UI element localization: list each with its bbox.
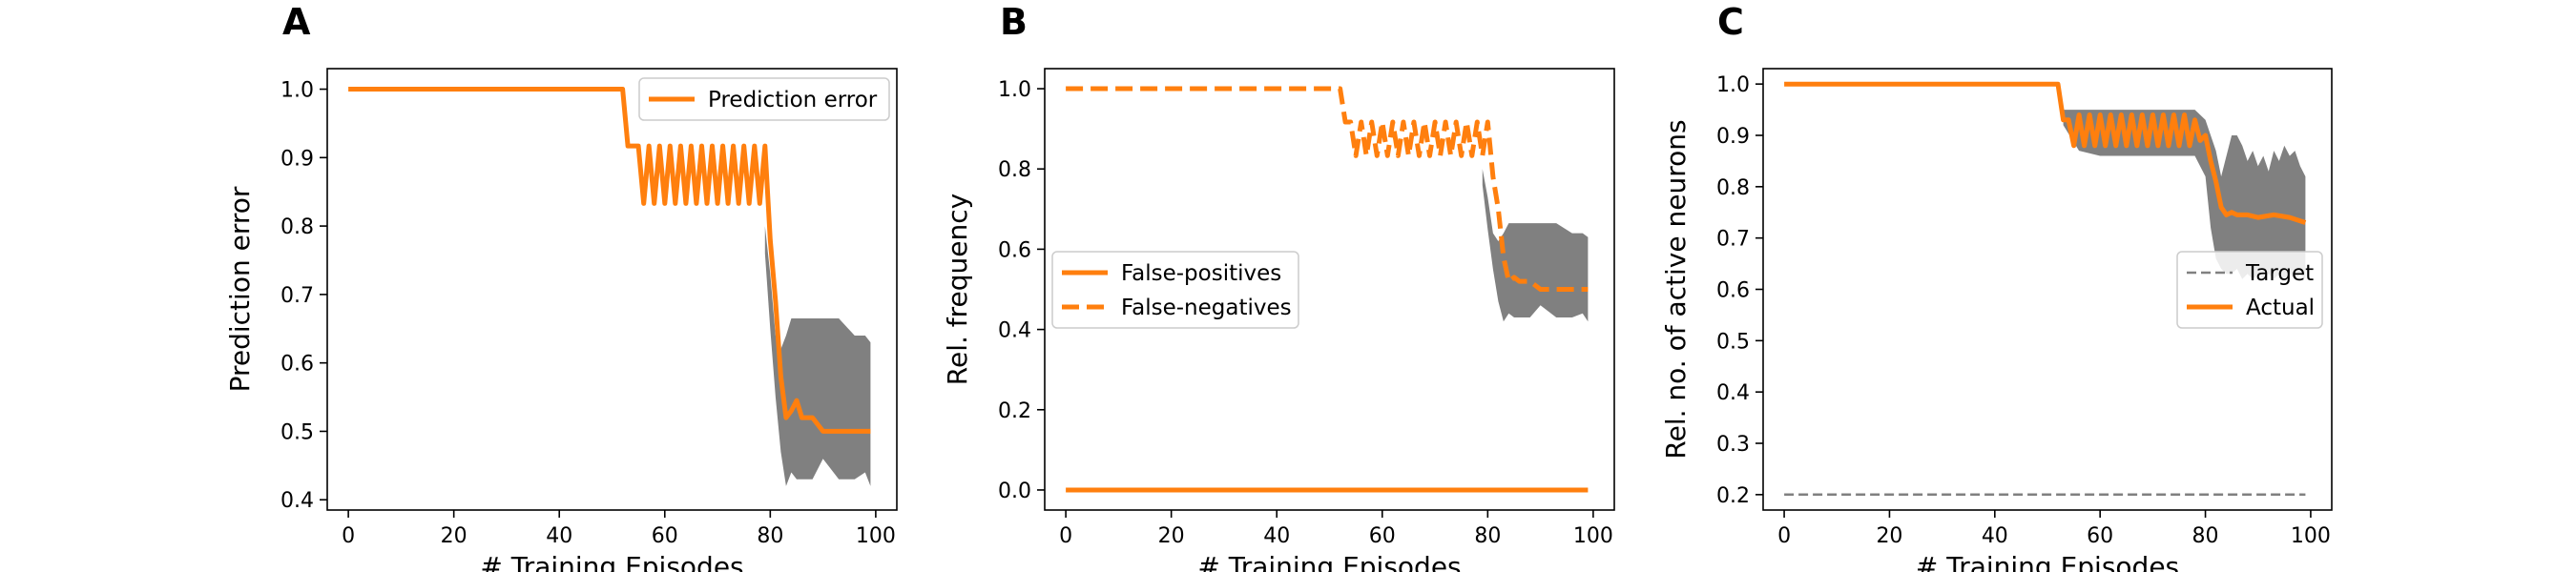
y-tick-label: 1.0 bbox=[998, 78, 1031, 102]
legend-label: False-positives bbox=[1121, 261, 1281, 286]
axes-frame bbox=[1044, 68, 1615, 511]
x-tick-label: 20 bbox=[1876, 524, 1902, 548]
x-tick-label: 80 bbox=[757, 524, 783, 548]
legend-box bbox=[1051, 251, 1299, 329]
y-tick-label: 0.9 bbox=[1716, 125, 1750, 149]
panel-b: B 0 20 40 60 80 100 0.0 0.2 0.4 0.6 0.8 1.0 # Traini… bbox=[942, 1, 1615, 572]
panel-b-letter: B bbox=[1000, 1, 1028, 43]
x-tick-label: 20 bbox=[1158, 524, 1185, 548]
panel-c: C 0 20 40 60 80 100 0.2 0.3 0.4 0.5 0.6 0.7 0.8 0.9 1.… bbox=[1660, 1, 2333, 572]
x-axis-label: # Training Episodes bbox=[1916, 551, 2179, 572]
x-tick-label: 80 bbox=[2192, 524, 2219, 548]
x-tick-label: 60 bbox=[2087, 524, 2113, 548]
y-tick-label: 0.4 bbox=[998, 319, 1031, 343]
legend-label: Target bbox=[2245, 261, 2314, 286]
x-axis-label: # Training Episodes bbox=[1197, 551, 1461, 572]
x-tick-label: 0 bbox=[1059, 524, 1072, 548]
y-tick-label: 0.2 bbox=[998, 399, 1031, 423]
panel-a-letter: A bbox=[282, 1, 311, 43]
x-tick-label: 60 bbox=[1369, 524, 1396, 548]
axes-frame bbox=[326, 68, 898, 511]
y-tick-label: 0.3 bbox=[1716, 433, 1750, 457]
legend-label: False-negatives bbox=[1121, 296, 1292, 320]
y-tick-label: 0.2 bbox=[1716, 484, 1750, 508]
uncertainty-band bbox=[764, 226, 871, 486]
x-tick-label: 100 bbox=[1573, 524, 1613, 548]
y-axis-label: Rel. frequency bbox=[942, 194, 973, 385]
legend-label: Prediction error bbox=[708, 88, 878, 112]
y-tick-label: 0.7 bbox=[280, 284, 314, 308]
y-tick-label: 0.4 bbox=[280, 489, 314, 513]
x-tick-label: 60 bbox=[652, 524, 678, 548]
x-tick-label: 40 bbox=[1982, 524, 2008, 548]
legend-label: Actual bbox=[2246, 296, 2315, 320]
y-axis-label: Prediction error bbox=[224, 186, 256, 392]
x-tick-label: 100 bbox=[856, 524, 896, 548]
panel-c-letter: C bbox=[1717, 1, 1744, 43]
y-tick-label: 1.0 bbox=[280, 79, 314, 103]
y-tick-label: 0.9 bbox=[280, 147, 314, 171]
x-tick-label: 100 bbox=[2291, 524, 2331, 548]
y-tick-label: 0.5 bbox=[280, 420, 314, 444]
y-axis-label: Rel. no. of active neurons bbox=[1660, 119, 1692, 459]
series-line-2 bbox=[1784, 81, 2307, 225]
y-tick-label: 0.0 bbox=[998, 480, 1031, 503]
legend: Target Actual bbox=[2176, 251, 2323, 329]
y-tick-label: 0.8 bbox=[998, 158, 1031, 182]
uncertainty-band bbox=[1482, 169, 1589, 322]
legend: False-positives False-negatives bbox=[1051, 251, 1299, 329]
x-axis-label: # Training Episodes bbox=[480, 551, 743, 572]
x-tick-label: 0 bbox=[1777, 524, 1791, 548]
series-line-1 bbox=[348, 87, 871, 434]
x-tick-label: 80 bbox=[1474, 524, 1501, 548]
y-tick-label: 0.6 bbox=[280, 353, 314, 377]
y-tick-label: 0.7 bbox=[1716, 228, 1750, 252]
x-tick-label: 40 bbox=[1263, 524, 1290, 548]
panel-a: A 0 20 40 60 80 100 0.4 0.5 0.6 0.7 0.8 0.9 1.0 # Tra… bbox=[224, 1, 898, 572]
x-tick-label: 0 bbox=[342, 524, 355, 548]
y-tick-label: 1.0 bbox=[1716, 73, 1750, 97]
y-tick-label: 0.8 bbox=[1716, 176, 1750, 200]
y-tick-label: 0.5 bbox=[1716, 330, 1750, 354]
uncertainty-band bbox=[2063, 110, 2306, 279]
series-line-2 bbox=[1066, 86, 1589, 292]
legend: Prediction error bbox=[638, 77, 890, 121]
x-tick-label: 20 bbox=[441, 524, 467, 548]
y-tick-label: 0.6 bbox=[998, 238, 1031, 262]
y-tick-label: 0.8 bbox=[280, 215, 314, 239]
legend-box bbox=[638, 77, 890, 121]
x-tick-label: 40 bbox=[546, 524, 572, 548]
y-tick-label: 0.4 bbox=[1716, 381, 1750, 405]
y-tick-label: 0.6 bbox=[1716, 279, 1750, 303]
